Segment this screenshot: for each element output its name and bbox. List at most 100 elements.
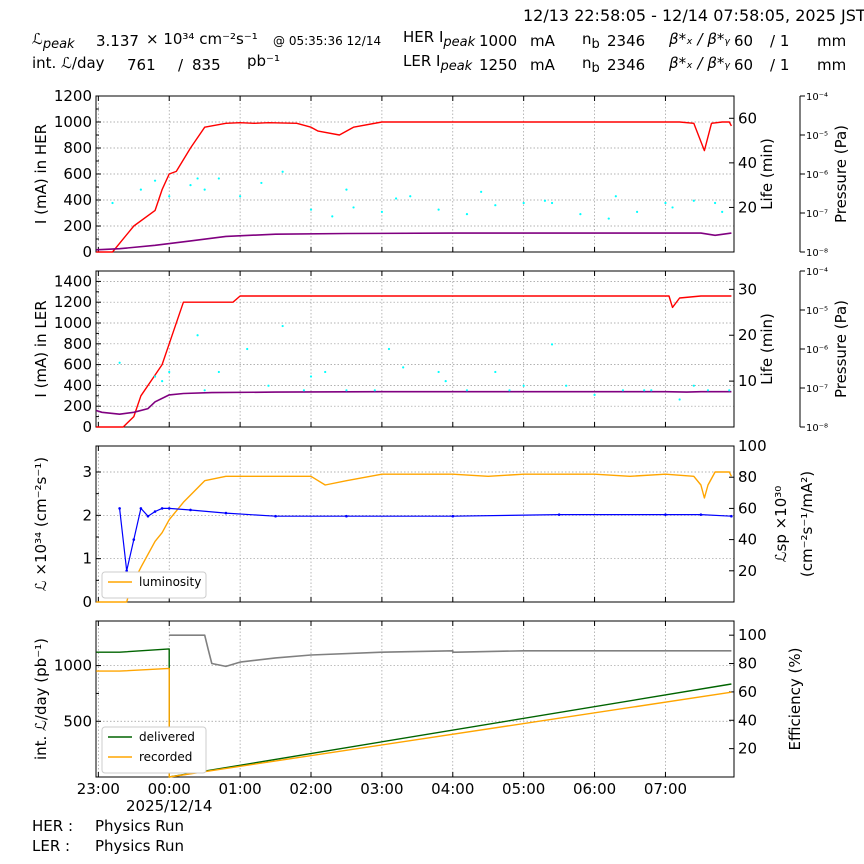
pressure-point-her-26 (721, 210, 724, 213)
pressure-point-her-17 (465, 213, 469, 216)
intl-unit: pb⁻¹ (247, 52, 280, 70)
ler-nb-symbol: n (582, 54, 592, 72)
y3tick-label-ler-4: 10⁻⁴ (806, 267, 828, 278)
pressure-point-ler-7 (246, 347, 249, 351)
specific-point-13 (557, 513, 561, 516)
xtick-label-0: 23:00 (77, 780, 120, 798)
ytick-label-her-3: 600 (63, 165, 92, 183)
pressure-point-ler-4 (196, 334, 199, 337)
ytick-label-ler-0: 0 (82, 418, 92, 436)
ylabel-intl: int. ℒ/day (pb⁻¹) (32, 638, 50, 760)
ytick-label-ler-7: 1400 (54, 272, 92, 290)
specific-point-1 (125, 569, 128, 573)
y3tick-label-ler-1: 10⁻⁷ (806, 384, 828, 395)
pressure-point-ler-13 (387, 347, 391, 351)
pressure-point-her-1 (139, 188, 142, 191)
her-peak-label: HER Ipeak (403, 28, 475, 50)
series-intl-recorded (96, 667, 732, 778)
pressure-point-extra-her-5 (671, 206, 674, 209)
ytick-label-her-5: 1000 (54, 113, 92, 131)
intl-value: 761 (127, 56, 156, 74)
series-her-current (96, 121, 733, 253)
ler-peak-value: 1250 (479, 56, 518, 74)
pressure-point-extra-her-1 (394, 197, 398, 200)
xtick-label-8: 07:00 (644, 780, 687, 798)
y2tick-label-intl-0: 20 (738, 740, 757, 758)
ytick-label-ler-4: 800 (63, 335, 92, 353)
y3tick-label-ler-0: 10⁻⁸ (806, 423, 828, 434)
xtick-label-1: 00:00 (148, 780, 191, 798)
ler-nb-label: nb (582, 54, 600, 76)
y3tick-label-her-3: 10⁻⁵ (806, 131, 828, 142)
lpeak-subscript: peak (42, 37, 75, 52)
ler-peak-label: LER Ipeak (403, 52, 472, 74)
ytick-label-intl-1: 1000 (54, 657, 92, 675)
series-lum-luminosity (96, 471, 733, 603)
pressure-point-ler-23 (650, 389, 653, 392)
pressure-point-her-14 (380, 210, 383, 213)
ytick-label-ler-3: 600 (63, 356, 92, 374)
ler-mm: mm (817, 56, 847, 74)
pressure-point-ler-10 (309, 375, 313, 378)
ytick-label-lum-3: 3 (82, 463, 92, 481)
specific-point-5 (153, 510, 157, 513)
legend-label-luminosity: luminosity (139, 575, 201, 589)
lpeak-time: @ 05:35:36 12/14 (273, 34, 382, 48)
pressure-point-her-13 (352, 206, 355, 209)
her-nb-label: nb (582, 30, 600, 52)
intl-sep: / (178, 56, 184, 74)
ytick-label-her-2: 400 (63, 191, 92, 209)
xtick-label-7: 06:00 (573, 780, 616, 798)
pressure-point-extra-her-3 (543, 199, 547, 202)
series-intl-delivered (96, 648, 732, 778)
her-nb-symbol: n (582, 30, 592, 48)
y2tick-label-intl-4: 100 (738, 626, 767, 644)
pressure-point-her-3 (168, 195, 171, 198)
specific-point-2 (132, 538, 136, 541)
pressure-point-her-20 (550, 201, 554, 205)
her-ma: mA (530, 32, 555, 50)
ytick-label-her-1: 200 (63, 217, 92, 235)
y2tick-label-ler-0: 10 (738, 372, 757, 390)
legend-lum (101, 571, 207, 599)
specific-point-8 (189, 508, 192, 512)
pressure-point-her-21 (579, 213, 582, 216)
y2tick-label-her-2: 60 (738, 109, 757, 127)
pressure-point-ler-19 (550, 343, 554, 346)
ytick-label-her-4: 800 (63, 139, 92, 157)
lpeak-label: ℒpeak (32, 30, 75, 52)
lpeak-symbol: ℒ (32, 30, 43, 48)
pressure-point-extra-ler-0 (267, 384, 270, 387)
ler-nb-subscript: b (591, 61, 600, 76)
ytick-label-her-6: 1200 (54, 87, 92, 105)
specific-point-16 (730, 514, 733, 518)
y2label-lum: ℒsp ×10³⁰ (772, 486, 790, 563)
legend-label-recorded: recorded (139, 750, 192, 764)
her-beta-sep: / 1 (770, 32, 790, 50)
xtick-label-3: 02:00 (289, 780, 332, 798)
pressure-point-her-23 (635, 210, 639, 213)
pressure-point-ler-17 (494, 370, 497, 374)
pressure-point-her-4 (189, 184, 192, 187)
specific-point-3 (139, 507, 143, 510)
pressure-point-ler-12 (373, 389, 376, 392)
ytick-label-intl-0: 500 (63, 712, 92, 730)
pressure-point-ler-18 (522, 384, 525, 387)
xtick-label-6: 05:00 (502, 780, 545, 798)
y3tick-label-her-4: 10⁻⁴ (806, 92, 828, 103)
xtick-label-5: 04:00 (431, 780, 474, 798)
y3tick-label-ler-3: 10⁻⁵ (806, 306, 828, 317)
y2label-intl: Efficiency (%) (786, 648, 804, 751)
xtick-label-4: 03:00 (360, 780, 403, 798)
y2label-unit-lum: (cm⁻²s⁻¹/mA²) (798, 471, 816, 577)
pressure-point-extra-ler-1 (324, 370, 327, 374)
y2tick-label-intl-3: 80 (738, 655, 757, 673)
pressure-point-ler-21 (593, 393, 596, 396)
her-nb-subscript: b (591, 37, 600, 52)
ytick-label-ler-6: 1200 (54, 293, 92, 311)
y3tick-label-ler-2: 10⁻⁶ (806, 345, 828, 356)
y2tick-label-lum-2: 60 (738, 499, 757, 517)
series-ler-life (95, 390, 732, 416)
ytick-label-ler-5: 1000 (54, 314, 92, 332)
pressure-point-extra-her-4 (614, 195, 617, 198)
